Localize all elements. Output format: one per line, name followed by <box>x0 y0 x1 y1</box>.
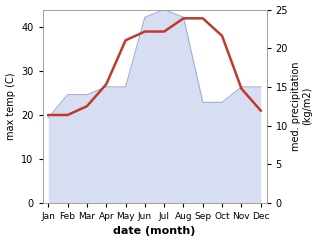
Y-axis label: max temp (C): max temp (C) <box>5 72 16 140</box>
X-axis label: date (month): date (month) <box>113 227 196 236</box>
Y-axis label: med. precipitation
(kg/m2): med. precipitation (kg/m2) <box>291 61 313 151</box>
